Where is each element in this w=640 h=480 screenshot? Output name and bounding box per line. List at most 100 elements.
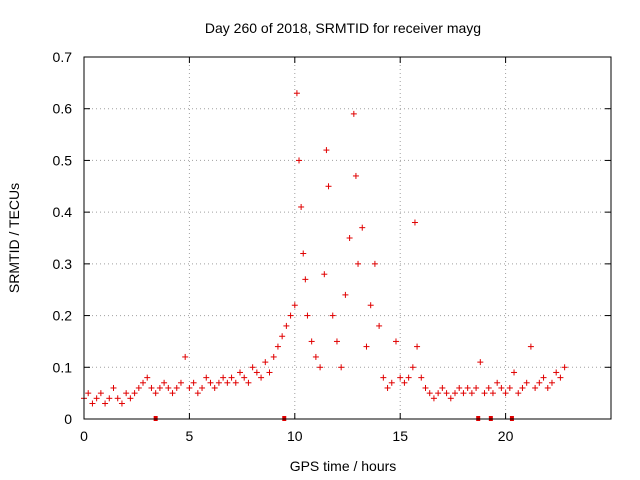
data-point xyxy=(291,302,298,309)
data-point xyxy=(123,390,130,397)
y-axis-label: SRMTID / TECUs xyxy=(6,183,22,293)
data-point xyxy=(456,384,463,391)
data-point xyxy=(266,369,273,376)
data-point xyxy=(106,395,113,402)
data-point xyxy=(430,395,437,402)
data-point xyxy=(329,312,336,319)
data-point xyxy=(494,379,501,386)
data-point xyxy=(380,374,387,381)
data-point xyxy=(443,390,450,397)
data-point xyxy=(190,379,197,386)
data-point xyxy=(302,276,309,283)
data-point xyxy=(532,384,539,391)
data-point xyxy=(296,157,303,164)
data-point xyxy=(359,224,366,231)
data-point xyxy=(97,390,104,397)
data-point xyxy=(110,384,117,391)
data-point xyxy=(477,359,484,366)
data-point xyxy=(93,395,100,402)
data-point xyxy=(211,384,218,391)
data-point xyxy=(173,384,180,391)
y-tick-label: 0.3 xyxy=(53,256,73,272)
data-points xyxy=(81,90,568,407)
data-point xyxy=(376,322,383,329)
x-tick-label: 5 xyxy=(186,428,194,444)
data-point xyxy=(468,390,475,397)
data-point xyxy=(371,260,378,267)
data-point xyxy=(388,379,395,386)
data-point xyxy=(401,379,408,386)
y-tick-label: 0.7 xyxy=(53,49,73,65)
data-point xyxy=(177,379,184,386)
data-point xyxy=(165,384,172,391)
data-point xyxy=(506,384,513,391)
data-point xyxy=(460,390,467,397)
data-point xyxy=(236,369,243,376)
data-point xyxy=(333,338,340,345)
data-point xyxy=(215,379,222,386)
data-point xyxy=(321,271,328,278)
axis-ticks xyxy=(83,56,611,420)
data-point xyxy=(323,147,330,154)
data-point xyxy=(426,390,433,397)
x-tick-label: 15 xyxy=(392,428,408,444)
data-point xyxy=(144,374,151,381)
data-point xyxy=(317,364,324,371)
plot-frame xyxy=(83,56,612,420)
data-point xyxy=(397,374,404,381)
data-point xyxy=(258,374,265,381)
data-point xyxy=(114,395,121,402)
data-point xyxy=(352,172,359,179)
data-point xyxy=(405,374,412,381)
data-point xyxy=(300,250,307,257)
data-point xyxy=(355,260,362,267)
data-point xyxy=(363,343,370,350)
data-point xyxy=(287,312,294,319)
data-point xyxy=(270,353,277,360)
data-point xyxy=(540,374,547,381)
data-point xyxy=(561,364,568,371)
data-point xyxy=(118,400,125,407)
data-point xyxy=(489,390,496,397)
data-point xyxy=(464,384,471,391)
data-point xyxy=(414,343,421,350)
data-point xyxy=(224,379,231,386)
data-point xyxy=(127,395,134,402)
data-point xyxy=(481,390,488,397)
data-point xyxy=(89,400,96,407)
x-tick-label: 0 xyxy=(80,428,88,444)
data-point xyxy=(346,235,353,241)
data-point xyxy=(194,390,201,397)
data-point xyxy=(298,203,305,210)
data-point xyxy=(274,343,281,350)
data-point xyxy=(557,374,564,381)
data-point xyxy=(203,374,210,381)
y-tick-label: 0.4 xyxy=(53,204,73,220)
data-point xyxy=(135,384,142,391)
data-point xyxy=(536,379,543,386)
data-point xyxy=(502,390,509,397)
data-point xyxy=(312,353,319,360)
data-point xyxy=(409,364,416,371)
y-tick-label: 0.1 xyxy=(53,359,73,375)
data-point xyxy=(519,384,526,391)
data-point xyxy=(102,400,109,407)
data-point xyxy=(485,384,492,391)
data-point xyxy=(161,379,168,386)
data-point xyxy=(473,384,480,391)
data-point xyxy=(220,374,227,381)
data-point xyxy=(342,291,349,298)
data-point xyxy=(245,379,252,386)
y-tick-label: 0 xyxy=(64,411,72,427)
data-point xyxy=(207,379,214,386)
data-point xyxy=(422,384,429,391)
data-point xyxy=(384,384,391,391)
data-point xyxy=(253,369,260,376)
data-point xyxy=(523,379,530,386)
data-point xyxy=(350,110,357,117)
data-point xyxy=(498,384,505,391)
data-point xyxy=(169,390,176,397)
data-point xyxy=(325,183,332,190)
